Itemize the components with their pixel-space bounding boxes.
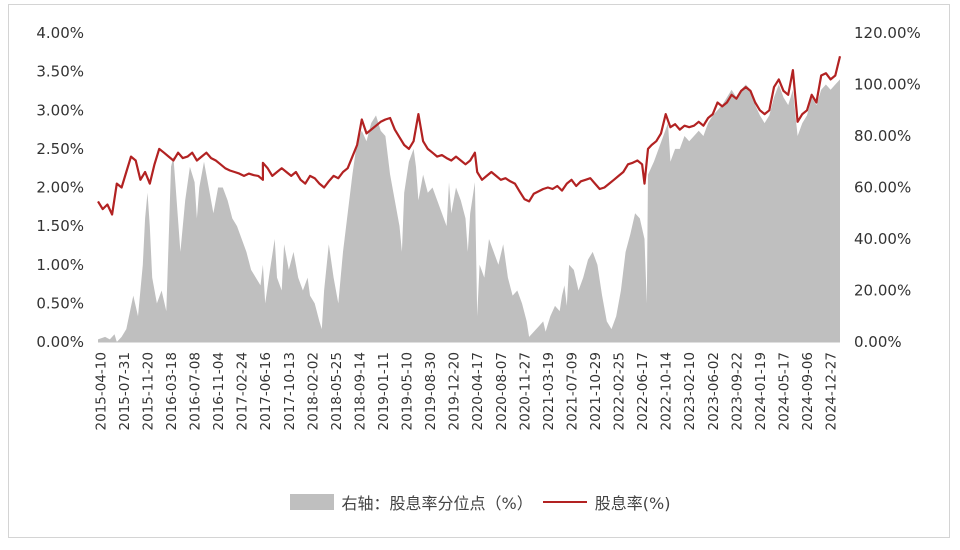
x-tick-label: 2021-03-19 [541,352,557,430]
legend-item-percentile: 右轴：股息率分位点（%） [289,490,533,514]
x-tick-label: 2019-08-30 [423,352,439,430]
x-tick-label: 2023-06-02 [706,352,722,430]
x-tick-label: 2015-07-31 [117,352,133,430]
x-tick-label: 2016-03-18 [164,352,180,430]
right-axis: 0.00% 20.00% 40.00% 60.00% 80.00% 100.00% 120.… [854,24,921,351]
x-axis: 2015-04-10 2015-07-31 2015-11-20 2016-03-18… [93,352,839,430]
left-tick-label: 1.50% [36,217,84,235]
left-tick-label: 2.00% [36,179,84,197]
x-tick-label: 2016-07-08 [188,352,204,430]
left-tick-label: 3.50% [36,63,84,81]
x-tick-label: 2019-12-20 [447,352,463,430]
x-tick-label: 2022-02-25 [612,352,628,430]
left-tick-label: 2.50% [36,140,84,158]
x-tick-label: 2021-10-29 [588,352,604,430]
legend-area-swatch [289,494,334,510]
x-tick-label: 2019-01-11 [376,352,392,430]
x-tick-label: 2021-07-09 [565,352,581,430]
right-tick-label: 120.00% [854,24,921,42]
left-tick-label: 4.00% [36,24,84,42]
left-tick-label: 0.00% [36,333,84,351]
x-tick-label: 2022-10-14 [659,352,675,430]
x-tick-label: 2019-05-10 [400,352,416,430]
x-tick-label: 2015-04-10 [93,352,109,430]
x-tick-label: 2018-05-25 [329,352,345,430]
right-tick-label: 100.00% [854,76,921,94]
x-tick-label: 2024-05-17 [777,352,793,430]
legend-label-dividend-yield: 股息率(%) [594,494,671,513]
left-tick-label: 0.50% [36,294,84,312]
right-tick-label: 60.00% [854,179,911,197]
right-tick-label: 80.00% [854,127,911,145]
plot-area [97,55,842,343]
x-tick-label: 2018-09-14 [353,352,369,430]
left-axis: 0.00% 0.50% 1.00% 1.50% 2.00% 2.50% 3.00% 3.50%… [36,24,84,351]
left-tick-label: 3.00% [36,101,84,119]
right-tick-label: 20.00% [854,282,911,300]
x-tick-label: 2017-10-13 [282,352,298,430]
x-tick-label: 2023-02-10 [682,352,698,430]
x-tick-label: 2018-02-02 [305,352,321,430]
legend-label-percentile: 右轴：股息率分位点（%） [341,494,533,513]
legend: 右轴：股息率分位点（%） 股息率(%) [0,488,960,516]
x-tick-label: 2022-06-17 [635,352,651,430]
legend-line-swatch [542,501,587,503]
dividend-yield-line-series [97,55,842,216]
percentile-area-series [98,79,840,343]
x-tick-label: 2024-12-27 [824,352,840,430]
x-tick-label: 2017-02-24 [235,352,251,430]
x-tick-label: 2016-11-04 [211,352,227,430]
x-tick-label: 2020-04-17 [470,352,486,430]
x-tick-label: 2020-11-27 [517,352,533,430]
x-tick-label: 2024-09-06 [800,352,816,430]
x-tick-label: 2020-08-07 [494,352,510,430]
x-tick-label: 2017-06-16 [258,352,274,430]
x-tick-label: 2024-01-19 [753,352,769,430]
right-tick-label: 40.00% [854,230,911,248]
left-tick-label: 1.00% [36,256,84,274]
legend-item-dividend-yield: 股息率(%) [542,490,671,514]
right-tick-label: 0.00% [854,333,902,351]
x-tick-label: 2015-11-20 [141,352,157,430]
x-tick-label: 2023-09-22 [729,352,745,430]
